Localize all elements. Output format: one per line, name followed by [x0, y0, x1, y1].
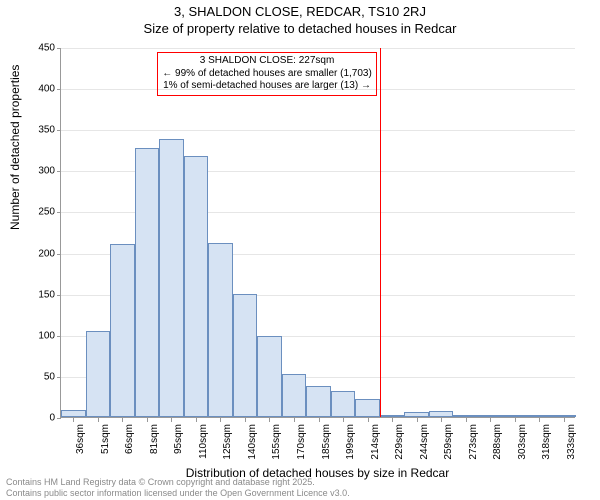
footer-line2: Contains public sector information licen…	[6, 488, 350, 498]
x-tick-label: 199sqm	[345, 424, 356, 470]
y-tick-mark	[57, 171, 61, 172]
y-tick-label: 300	[25, 166, 55, 177]
histogram-bar	[453, 415, 478, 417]
y-tick-label: 0	[25, 413, 55, 424]
y-tick-mark	[57, 212, 61, 213]
y-tick-mark	[57, 336, 61, 337]
histogram-bar	[306, 386, 331, 417]
y-tick-label: 200	[25, 248, 55, 259]
histogram-bar	[404, 412, 429, 417]
annotation-line1: 3 SHALDON CLOSE: 227sqm	[162, 55, 372, 68]
y-tick-label: 100	[25, 330, 55, 341]
x-tick-mark	[319, 418, 320, 422]
histogram-bar	[478, 415, 503, 417]
histogram-bar	[110, 244, 135, 417]
histogram-bar	[159, 139, 184, 417]
y-tick-mark	[57, 295, 61, 296]
histogram-bar	[429, 411, 454, 417]
x-tick-mark	[196, 418, 197, 422]
y-tick-mark	[57, 418, 61, 419]
x-tick-mark	[294, 418, 295, 422]
y-tick-label: 50	[25, 371, 55, 382]
histogram-bar	[86, 331, 111, 417]
x-tick-mark	[245, 418, 246, 422]
x-tick-label: 229sqm	[394, 424, 405, 470]
x-tick-label: 125sqm	[222, 424, 233, 470]
histogram-bar	[233, 294, 258, 417]
histogram-bar	[331, 391, 356, 417]
x-tick-mark	[220, 418, 221, 422]
histogram-bar	[551, 415, 576, 417]
histogram-bar	[502, 415, 527, 417]
x-tick-mark	[147, 418, 148, 422]
histogram-bar	[257, 336, 282, 417]
x-tick-mark	[73, 418, 74, 422]
x-tick-mark	[368, 418, 369, 422]
x-tick-label: 170sqm	[296, 424, 307, 470]
x-tick-label: 273sqm	[468, 424, 479, 470]
x-tick-mark	[564, 418, 565, 422]
grid-line	[61, 130, 575, 131]
x-tick-label: 244sqm	[419, 424, 430, 470]
annotation-line3: 1% of semi-detached houses are larger (1…	[162, 80, 372, 93]
x-tick-label: 81sqm	[149, 424, 160, 470]
x-tick-mark	[122, 418, 123, 422]
x-tick-label: 214sqm	[370, 424, 381, 470]
annotation-box: 3 SHALDON CLOSE: 227sqm← 99% of detached…	[157, 52, 377, 96]
y-tick-mark	[57, 48, 61, 49]
title-line2: Size of property relative to detached ho…	[0, 21, 600, 36]
x-tick-label: 110sqm	[198, 424, 209, 470]
y-tick-mark	[57, 130, 61, 131]
x-tick-label: 51sqm	[100, 424, 111, 470]
x-tick-label: 303sqm	[517, 424, 528, 470]
x-tick-mark	[539, 418, 540, 422]
marker-line	[380, 48, 381, 417]
x-tick-mark	[343, 418, 344, 422]
y-tick-label: 150	[25, 289, 55, 300]
histogram-bar	[380, 415, 405, 417]
x-tick-label: 66sqm	[124, 424, 135, 470]
y-tick-label: 350	[25, 125, 55, 136]
y-tick-mark	[57, 377, 61, 378]
x-tick-label: 318sqm	[541, 424, 552, 470]
x-tick-mark	[269, 418, 270, 422]
annotation-line2: ← 99% of detached houses are smaller (1,…	[162, 68, 372, 81]
x-tick-mark	[171, 418, 172, 422]
x-tick-label: 185sqm	[321, 424, 332, 470]
y-tick-label: 400	[25, 84, 55, 95]
histogram-bar	[208, 243, 233, 417]
x-tick-label: 95sqm	[173, 424, 184, 470]
y-axis-label: Number of detached properties	[8, 65, 22, 230]
histogram-bar	[527, 415, 552, 417]
grid-line	[61, 48, 575, 49]
y-tick-mark	[57, 89, 61, 90]
footer-attribution: Contains HM Land Registry data © Crown c…	[6, 477, 350, 498]
title-line1: 3, SHALDON CLOSE, REDCAR, TS10 2RJ	[0, 4, 600, 19]
x-tick-label: 155sqm	[271, 424, 282, 470]
histogram-bar	[61, 410, 86, 417]
x-tick-mark	[392, 418, 393, 422]
histogram-bar	[184, 156, 209, 417]
plot-area: 05010015020025030035040045036sqm51sqm66s…	[60, 48, 575, 418]
footer-line1: Contains HM Land Registry data © Crown c…	[6, 477, 350, 487]
y-tick-label: 450	[25, 43, 55, 54]
chart-area: 05010015020025030035040045036sqm51sqm66s…	[60, 48, 575, 418]
y-tick-mark	[57, 254, 61, 255]
x-tick-mark	[515, 418, 516, 422]
x-tick-mark	[490, 418, 491, 422]
x-tick-label: 36sqm	[75, 424, 86, 470]
y-tick-label: 250	[25, 207, 55, 218]
x-tick-mark	[466, 418, 467, 422]
histogram-bar	[355, 399, 380, 417]
chart-titles: 3, SHALDON CLOSE, REDCAR, TS10 2RJ Size …	[0, 0, 600, 36]
x-tick-mark	[441, 418, 442, 422]
x-tick-label: 333sqm	[566, 424, 577, 470]
histogram-bar	[282, 374, 307, 417]
x-tick-label: 288sqm	[492, 424, 503, 470]
x-tick-label: 259sqm	[443, 424, 454, 470]
histogram-bar	[135, 148, 160, 417]
x-tick-mark	[98, 418, 99, 422]
x-tick-label: 140sqm	[247, 424, 258, 470]
x-tick-mark	[417, 418, 418, 422]
